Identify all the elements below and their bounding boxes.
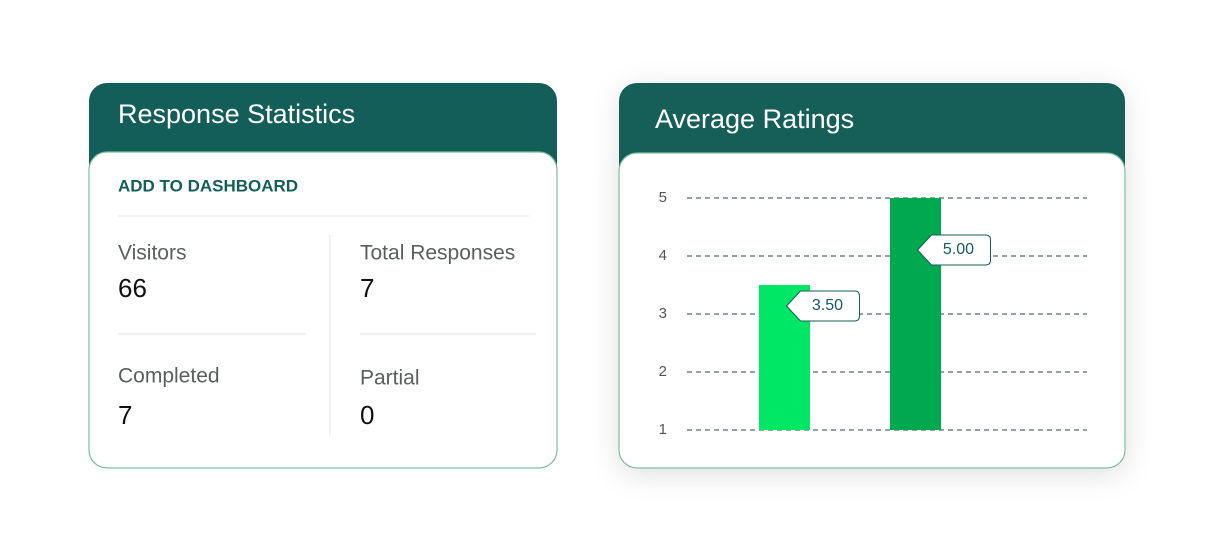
- value-label: 5.00: [943, 241, 974, 258]
- stat-value: 0: [360, 400, 374, 430]
- value-label-bg: [916, 234, 991, 266]
- stat-value: 7: [118, 400, 132, 430]
- stat-label: Visitors: [118, 242, 186, 265]
- y-tick-label: 3: [659, 305, 667, 322]
- plot: 1 2 3 4 5 3.50 5.00: [659, 189, 1087, 438]
- card-title: Response Statistics: [118, 99, 355, 129]
- stat-label: Partial: [360, 367, 420, 390]
- card-body: [618, 152, 1126, 469]
- stat-label: Total Responses: [360, 242, 515, 265]
- chart-card: [618, 83, 1126, 469]
- chart-title: Average Ratings: [655, 104, 854, 134]
- y-tick-label: 5: [659, 189, 667, 206]
- y-tick-label: 1: [659, 421, 667, 438]
- y-tick-label: 4: [659, 247, 667, 264]
- stats-card: Response Statistics ADD TO DASHBOARD Vis…: [88, 83, 558, 469]
- stat-value: 7: [360, 273, 374, 303]
- stat-value: 66: [118, 273, 147, 303]
- y-tick-label: 2: [659, 363, 667, 380]
- card-body: [88, 151, 558, 469]
- value-label-bg: [785, 290, 860, 322]
- bar: [890, 198, 941, 430]
- value-label: 3.50: [812, 297, 843, 314]
- stat-label: Completed: [118, 365, 220, 388]
- add-to-dashboard[interactable]: ADD TO DASHBOARD: [118, 176, 298, 195]
